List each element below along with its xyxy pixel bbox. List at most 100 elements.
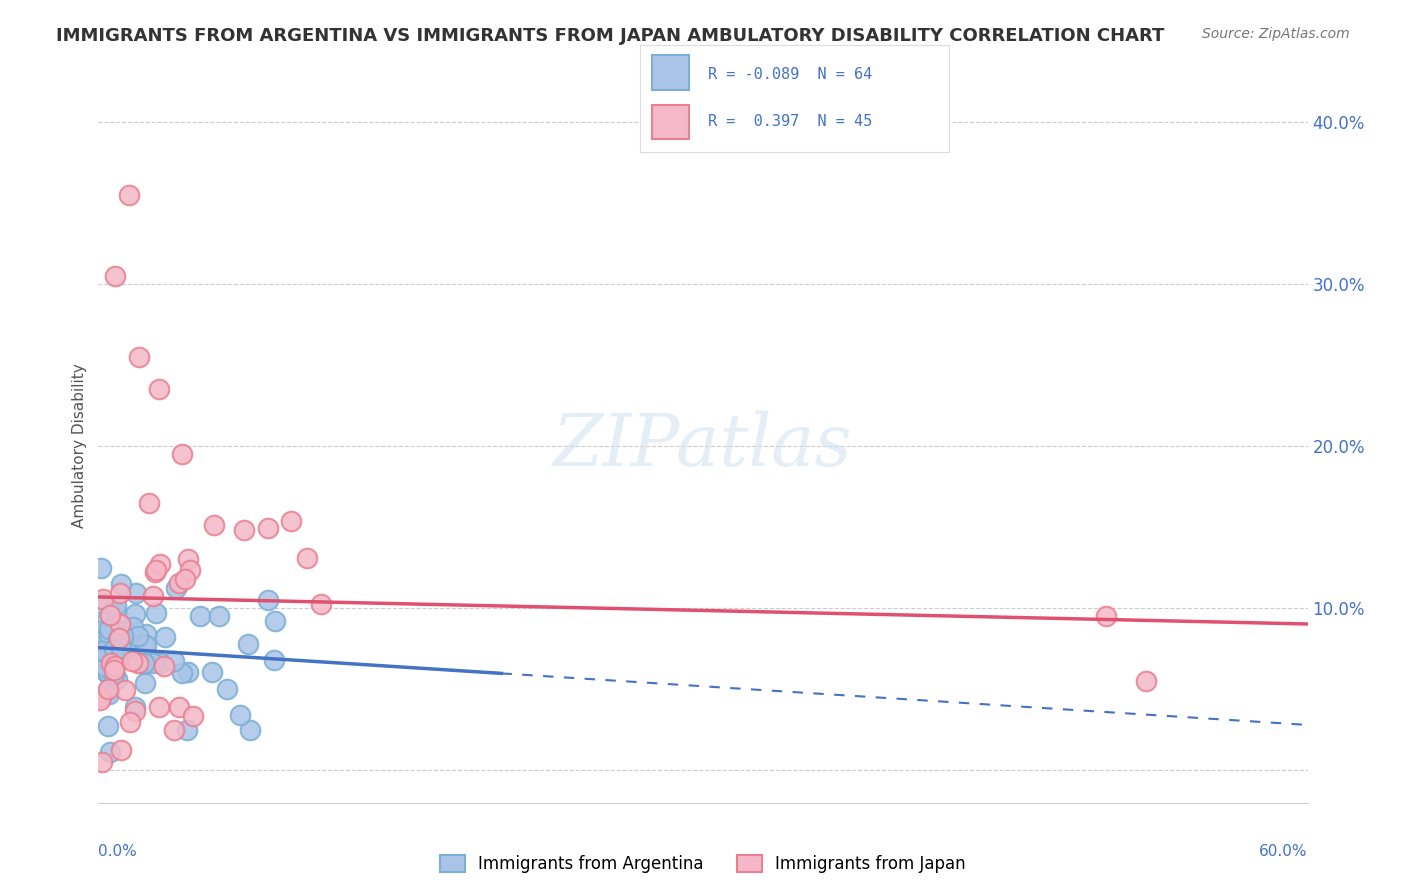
Point: [98, 745, 121, 759]
Point: [98, 622, 121, 636]
Point: [135, 627, 157, 641]
Point: [142, 656, 165, 670]
Point: [111, 625, 134, 640]
Text: Source: ZipAtlas.com: Source: ZipAtlas.com: [1202, 27, 1350, 41]
Text: ZIPatlas: ZIPatlas: [553, 410, 853, 482]
Point: [105, 655, 128, 669]
Point: [174, 572, 197, 586]
Point: [91, 592, 114, 607]
Point: [167, 699, 190, 714]
Point: [238, 636, 260, 650]
Point: [124, 704, 146, 718]
Point: [104, 658, 127, 673]
Point: [108, 631, 131, 645]
Point: [98, 607, 121, 622]
Point: [163, 723, 186, 738]
Point: [90, 647, 112, 661]
Point: [295, 551, 318, 566]
Point: [103, 667, 125, 681]
Point: [115, 643, 138, 657]
Text: 60.0%: 60.0%: [1260, 845, 1308, 859]
Point: [201, 665, 224, 679]
Point: [96, 614, 118, 628]
Point: [90, 756, 112, 770]
Point: [263, 653, 285, 667]
Point: [90, 649, 112, 664]
Point: [134, 656, 156, 670]
Point: [170, 447, 193, 461]
Point: [128, 350, 150, 364]
Point: [107, 632, 129, 647]
Point: [208, 609, 231, 624]
Point: [264, 614, 287, 628]
Point: [134, 675, 156, 690]
Point: [162, 654, 184, 668]
Point: [90, 561, 112, 575]
Point: [97, 719, 120, 733]
Point: [135, 638, 157, 652]
Point: [153, 631, 176, 645]
Y-axis label: Ambulatory Disability: Ambulatory Disability: [72, 364, 87, 528]
Point: [149, 557, 172, 571]
Point: [100, 646, 122, 660]
Point: [105, 606, 128, 620]
Point: [169, 576, 191, 591]
Point: [145, 563, 167, 577]
Legend: Immigrants from Argentina, Immigrants from Japan: Immigrants from Argentina, Immigrants fr…: [433, 848, 973, 880]
Point: [1135, 674, 1157, 689]
Point: [89, 633, 111, 648]
Text: IMMIGRANTS FROM ARGENTINA VS IMMIGRANTS FROM JAPAN AMBULATORY DISABILITY CORRELA: IMMIGRANTS FROM ARGENTINA VS IMMIGRANTS …: [56, 27, 1164, 45]
Point: [125, 586, 148, 600]
Point: [93, 658, 115, 673]
Point: [232, 524, 254, 538]
Point: [148, 382, 170, 396]
Point: [179, 563, 201, 577]
Point: [143, 565, 166, 579]
Point: [103, 642, 125, 657]
Point: [90, 596, 112, 610]
Point: [124, 700, 146, 714]
Point: [89, 624, 111, 639]
Text: R = -0.089  N = 64: R = -0.089 N = 64: [707, 67, 872, 82]
Point: [90, 690, 112, 705]
Point: [1095, 609, 1118, 624]
Point: [215, 681, 238, 696]
Point: [188, 608, 211, 623]
Point: [152, 658, 174, 673]
Point: [97, 687, 120, 701]
Point: [239, 723, 262, 737]
Point: [110, 617, 132, 632]
Point: [97, 683, 120, 698]
Point: [127, 656, 149, 670]
Point: [118, 641, 141, 656]
Point: [177, 665, 200, 679]
Point: [309, 597, 332, 611]
Point: [165, 581, 187, 595]
Point: [100, 656, 122, 670]
Point: [114, 682, 136, 697]
Point: [110, 640, 132, 655]
Point: [176, 723, 198, 738]
Point: [202, 517, 225, 532]
Point: [148, 699, 170, 714]
Point: [96, 665, 118, 680]
Point: [94, 659, 117, 673]
Point: [142, 589, 165, 603]
Text: R =  0.397  N = 45: R = 0.397 N = 45: [707, 114, 872, 129]
Point: [94, 665, 117, 679]
Point: [103, 268, 125, 283]
Point: [110, 577, 132, 591]
Point: [124, 607, 146, 622]
Text: 0.0%: 0.0%: [98, 845, 138, 859]
Point: [110, 743, 132, 757]
Point: [121, 620, 143, 634]
Point: [121, 655, 143, 669]
Point: [104, 599, 127, 613]
Point: [181, 708, 204, 723]
Point: [110, 586, 132, 600]
Point: [138, 496, 160, 510]
Point: [97, 681, 120, 696]
Point: [257, 593, 280, 607]
Point: [170, 666, 193, 681]
Point: [132, 638, 155, 652]
